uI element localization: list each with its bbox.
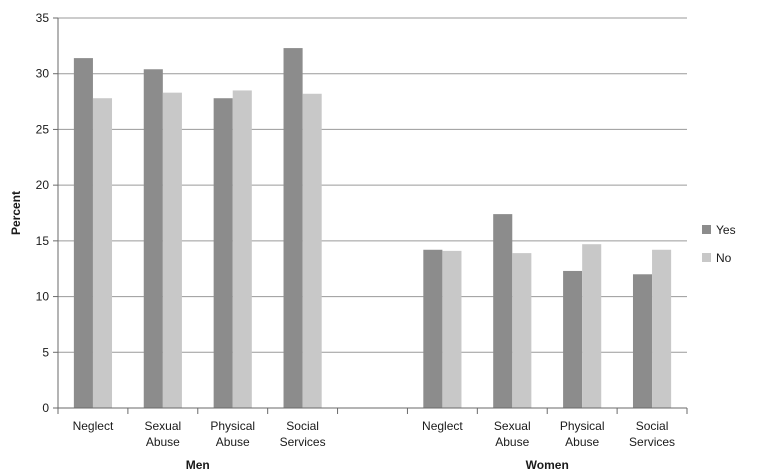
bar-yes bbox=[423, 249, 443, 408]
bar-no bbox=[232, 90, 252, 408]
y-tick-label: 0 bbox=[42, 401, 49, 415]
x-category-label: Neglect bbox=[73, 419, 114, 433]
x-category-label: Neglect bbox=[422, 419, 463, 433]
bar-yes bbox=[213, 98, 233, 408]
y-tick-label: 5 bbox=[42, 345, 49, 359]
x-group-label: Women bbox=[526, 458, 569, 472]
y-tick-label: 35 bbox=[36, 11, 50, 25]
y-tick-label: 30 bbox=[36, 67, 50, 81]
y-axis-ticks: 0 5 10 15 20 25 30 35 bbox=[36, 11, 58, 415]
legend-label-no: No bbox=[716, 251, 732, 265]
y-tick-label: 20 bbox=[36, 178, 50, 192]
x-category-label: Physical Abuse bbox=[210, 419, 255, 449]
y-tick-label: 10 bbox=[36, 290, 50, 304]
bar-no bbox=[652, 249, 672, 408]
bar-yes bbox=[283, 48, 303, 408]
bar-no bbox=[512, 253, 532, 408]
bar-yes bbox=[563, 270, 583, 408]
x-category-label: Physical Abuse bbox=[560, 419, 605, 449]
bar-no bbox=[442, 250, 462, 408]
bar-yes bbox=[143, 69, 163, 408]
x-category-label: Sexual Abuse bbox=[494, 419, 531, 449]
x-category-label: Sexual Abuse bbox=[144, 419, 181, 449]
bar-yes bbox=[632, 274, 653, 408]
y-axis-title: Percent bbox=[9, 191, 23, 235]
legend-label-yes: Yes bbox=[716, 223, 736, 237]
bar-no bbox=[162, 92, 182, 409]
y-tick-label: 25 bbox=[36, 122, 50, 136]
legend-swatch-yes bbox=[702, 225, 711, 234]
legend-swatch-no bbox=[702, 253, 711, 262]
bar-no bbox=[582, 244, 602, 408]
axes bbox=[57, 18, 688, 414]
x-group-label: Men bbox=[186, 458, 210, 472]
x-axis-labels: Neglect Sexual Abuse Physical Abuse Social Ser… bbox=[73, 419, 675, 472]
bars bbox=[73, 48, 672, 409]
y-tick-label: 15 bbox=[36, 234, 50, 248]
legend: Yes No bbox=[702, 223, 736, 265]
bar-no bbox=[302, 93, 322, 409]
x-category-label: Social Services bbox=[280, 419, 326, 449]
x-category-label: Social Services bbox=[629, 419, 675, 449]
bar-no bbox=[92, 98, 113, 408]
bar-yes bbox=[73, 58, 93, 408]
bar-yes bbox=[493, 214, 513, 408]
